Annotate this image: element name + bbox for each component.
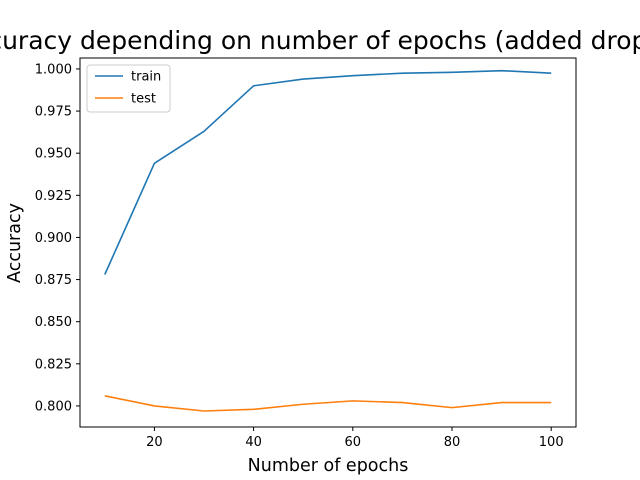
- series-lines: [104, 69, 552, 412]
- legend-label-train: train: [131, 70, 161, 85]
- y-tick-label: 0.925: [35, 189, 72, 204]
- x-tick-label: 60: [345, 435, 362, 450]
- x-tick-label: 20: [146, 435, 163, 450]
- chart-title: Accuracy depending on number of epochs (…: [0, 26, 640, 55]
- y-axis-label: Accuracy: [5, 203, 25, 283]
- plot-area: [79, 57, 577, 428]
- y-tick-label: 0.950: [35, 147, 72, 162]
- y-tick-label: 0.975: [35, 105, 72, 120]
- series-line-test: [104, 395, 552, 412]
- y-tick-label: 1.000: [35, 62, 72, 77]
- legend: train test: [86, 64, 171, 113]
- y-tick-label: 0.825: [35, 357, 72, 372]
- x-tick-label: 80: [444, 435, 461, 450]
- y-tick-label: 0.875: [35, 273, 72, 288]
- x-tick-label: 100: [539, 435, 564, 450]
- axis-ticks: 20 40 60 80 100 0.800 0.825 0.850 0.875 0.900 0.92…: [35, 62, 564, 450]
- y-tick-label: 0.850: [35, 315, 72, 330]
- legend-label-test: test: [131, 92, 156, 107]
- y-tick-label: 0.900: [35, 231, 72, 246]
- series-line-train: [104, 69, 552, 275]
- x-axis-label: Number of epochs: [248, 456, 409, 476]
- y-tick-label: 0.800: [35, 399, 72, 414]
- x-tick-label: 40: [245, 435, 262, 450]
